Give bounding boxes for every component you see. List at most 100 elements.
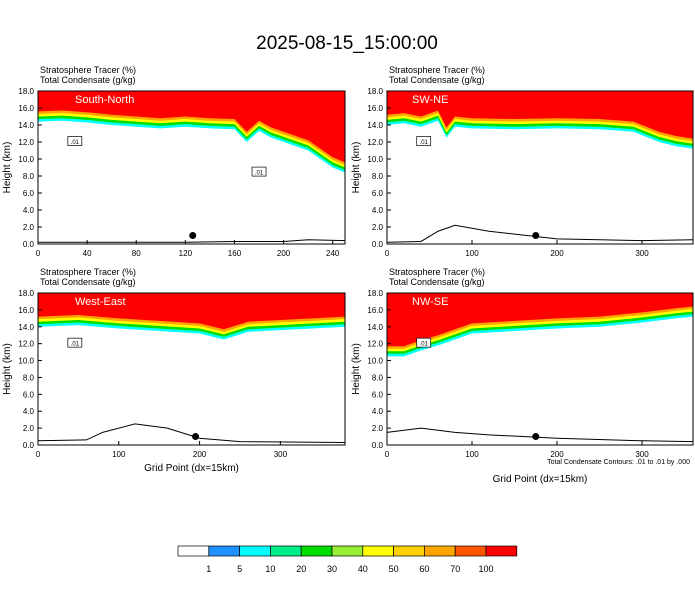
y-tick-label: 18.0 — [18, 289, 34, 298]
contour-label: .01 — [255, 171, 264, 177]
y-tick-label: 4.0 — [372, 407, 384, 416]
panel-name: South-North — [75, 94, 134, 106]
colorbar-swatch — [270, 545, 302, 557]
y-tick-label: 10.0 — [18, 357, 34, 366]
y-tick-label: 8.0 — [372, 172, 384, 181]
terrain-line — [37, 423, 346, 443]
y-tick-label: 4.0 — [23, 407, 35, 416]
location-marker — [532, 433, 540, 441]
colorbar-swatch — [485, 545, 518, 557]
plot-frame — [37, 292, 346, 446]
field-label: Stratosphere Tracer (%) — [40, 267, 136, 277]
contour-label-box — [416, 337, 432, 348]
plot-frame — [386, 292, 694, 446]
location-marker — [532, 232, 540, 239]
x-tick-label: 200 — [277, 249, 291, 258]
y-tick-label: 14.0 — [18, 121, 34, 130]
contour-label: .01 — [71, 140, 80, 146]
y-axis-label: Height (km) — [351, 343, 362, 395]
field-label: Total Condensate (g/kg) — [389, 75, 485, 85]
x-tick-label: 0 — [385, 249, 390, 258]
contour-label-box — [416, 136, 432, 146]
panel-name: SW-NE — [412, 94, 448, 106]
colorbar-swatch — [331, 545, 364, 557]
contour-label: .01 — [420, 140, 429, 146]
field-label: Total Condensate (g/kg) — [40, 277, 136, 287]
y-tick-label: 14.0 — [367, 323, 383, 332]
panel-name: West-East — [75, 296, 126, 308]
y-tick-label: 16.0 — [18, 306, 34, 315]
colorbar-label: 1 — [206, 564, 211, 574]
field-label: Stratosphere Tracer (%) — [40, 65, 136, 75]
contour-label-box — [251, 166, 267, 177]
colorbar-label: 100 — [478, 564, 493, 574]
x-tick-label: 200 — [193, 450, 207, 459]
field-label: Total Condensate (g/kg) — [40, 75, 136, 85]
y-tick-label: 18.0 — [367, 289, 383, 298]
colorbar-swatch — [177, 545, 210, 557]
field-label: Stratosphere Tracer (%) — [389, 65, 485, 75]
panel-nw-se: Stratosphere Tracer (%)Total Condensate … — [351, 267, 694, 485]
x-tick-label: 160 — [228, 249, 242, 258]
x-tick-label: 0 — [36, 249, 41, 258]
y-tick-label: 8.0 — [23, 373, 35, 382]
y-tick-label: 6.0 — [23, 390, 35, 399]
y-tick-label: 0.0 — [23, 240, 35, 249]
field-label: Total Condensate (g/kg) — [389, 277, 485, 287]
y-tick-label: 0.0 — [372, 240, 384, 249]
y-tick-label: 0.0 — [372, 441, 384, 450]
colorbar-swatch — [454, 545, 487, 557]
y-tick-label: 12.0 — [18, 138, 34, 147]
x-tick-label: 200 — [550, 450, 564, 459]
x-tick-label: 300 — [635, 249, 649, 258]
y-tick-label: 6.0 — [372, 390, 384, 399]
tracer-band-4 — [387, 293, 693, 347]
panel-name: NW-SE — [412, 296, 448, 308]
colorbar-label: 10 — [265, 564, 275, 574]
x-tick-label: 120 — [179, 249, 193, 258]
x-tick-label: 100 — [112, 450, 126, 459]
y-tick-label: 18.0 — [367, 87, 383, 96]
y-tick-label: 18.0 — [18, 87, 34, 96]
field-label: Stratosphere Tracer (%) — [389, 267, 485, 277]
colorbar-label: 40 — [358, 564, 368, 574]
y-tick-label: 0.0 — [23, 441, 35, 450]
colorbar-label: 70 — [450, 564, 460, 574]
panels: Stratosphere Tracer (%)Total Condensate … — [2, 65, 694, 485]
x-tick-label: 240 — [326, 249, 340, 258]
contour-label-box — [67, 136, 83, 146]
y-axis-label: Height (km) — [351, 142, 362, 194]
contour-label: .01 — [71, 342, 80, 348]
x-tick-label: 300 — [635, 450, 649, 459]
terrain-line — [386, 427, 694, 443]
x-axis-label: Grid Point (dx=15km) — [493, 474, 588, 485]
colorbar-label: 30 — [327, 564, 337, 574]
y-tick-label: 6.0 — [372, 189, 384, 198]
x-tick-label: 0 — [385, 450, 390, 459]
figure-title: 2025-08-15_15:00:00 — [256, 33, 438, 54]
colorbar-label: 50 — [389, 564, 399, 574]
colorbar-swatch — [393, 545, 425, 557]
colorbar-label: 60 — [419, 564, 429, 574]
contour-label: .01 — [420, 342, 429, 348]
y-tick-label: 4.0 — [23, 206, 35, 215]
y-tick-label: 2.0 — [23, 223, 35, 232]
y-tick-label: 8.0 — [372, 373, 384, 382]
panel-west-east: Stratosphere Tracer (%)Total Condensate … — [2, 267, 346, 474]
colorbar: 1 5 10 20 30 40 50 60 70 100 — [177, 545, 518, 574]
y-tick-label: 4.0 — [372, 206, 384, 215]
colorbar-label: 5 — [237, 564, 242, 574]
x-tick-label: 300 — [274, 450, 288, 459]
x-tick-label: 0 — [36, 450, 41, 459]
panel-south-north: Stratosphere Tracer (%)Total Condensate … — [2, 65, 346, 258]
colorbar-swatch — [208, 545, 240, 557]
location-marker — [192, 433, 200, 441]
panel-sw-ne: Stratosphere Tracer (%)Total Condensate … — [351, 65, 694, 258]
y-tick-label: 14.0 — [367, 121, 383, 130]
y-tick-label: 16.0 — [367, 306, 383, 315]
colorbar-swatch — [239, 545, 271, 557]
y-tick-label: 12.0 — [367, 138, 383, 147]
contour-footnote: Total Condensate Contours: .01 to .01 by… — [547, 459, 690, 466]
y-tick-label: 14.0 — [18, 323, 34, 332]
